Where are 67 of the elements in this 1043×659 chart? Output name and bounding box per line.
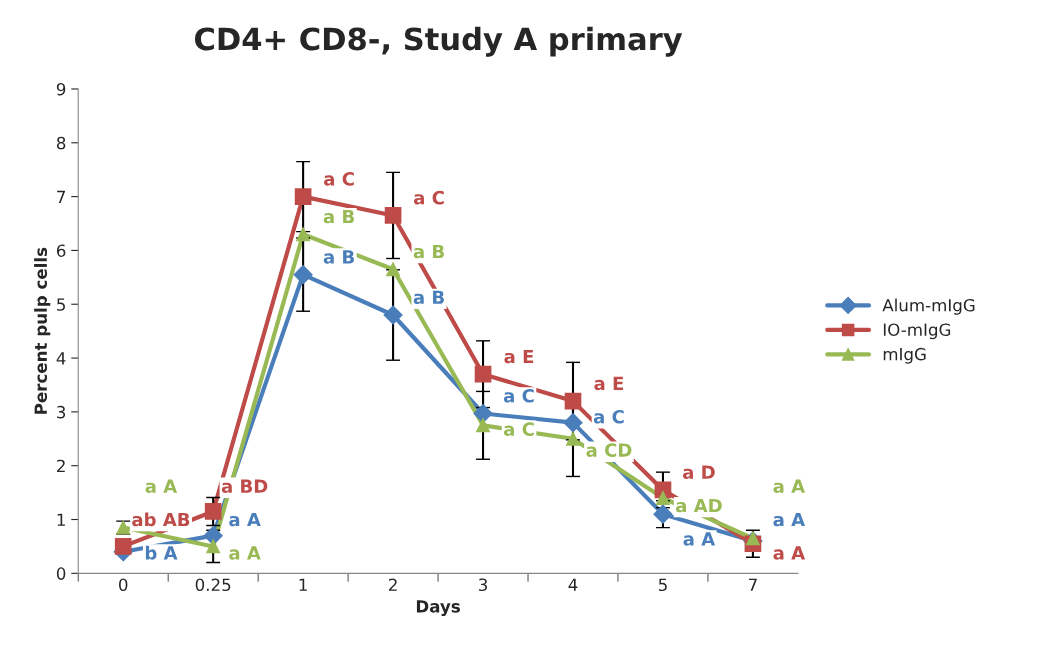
y-tick-label: 5: [57, 298, 65, 311]
data-label: a C: [324, 172, 354, 186]
y-tick-label: 3: [57, 405, 66, 419]
point: [656, 491, 670, 505]
data-label: a A: [229, 546, 261, 560]
y-tick-label: 8: [56, 136, 66, 150]
y-tick-label: 0: [56, 567, 66, 580]
point: [476, 418, 490, 433]
legend-label: mIgG: [883, 347, 926, 364]
y-tick-label: 4: [56, 352, 66, 365]
y-tick-label: 6: [56, 244, 66, 257]
data-label: b A: [145, 545, 178, 560]
x-tick-label: 5: [658, 578, 667, 592]
x-tick-label: 7: [748, 578, 757, 591]
data-label: a C: [413, 190, 444, 205]
point: [384, 207, 402, 224]
x-tick-label: 3: [479, 578, 488, 592]
data-label: a C: [593, 409, 624, 424]
point: [293, 265, 313, 285]
point: [203, 526, 223, 546]
point: [206, 539, 221, 554]
data-label: a CD: [586, 443, 632, 457]
y-tick-label: 1: [57, 513, 65, 526]
x-tick-label: 1: [299, 578, 307, 591]
data-label: ab AB: [132, 512, 190, 527]
data-label: a A: [145, 479, 178, 493]
data-label: a A: [773, 512, 806, 527]
x-tick-label: 2: [389, 578, 397, 591]
point: [745, 531, 760, 546]
point: [296, 227, 311, 242]
point: [474, 365, 492, 383]
data-label: a C: [503, 388, 534, 403]
point: [653, 504, 673, 524]
point: [386, 262, 401, 277]
data-label: a A: [773, 479, 806, 493]
point: [114, 538, 132, 555]
y-tick-label: 2: [57, 459, 65, 473]
data-label: a D: [682, 465, 715, 480]
x-tick-label: 0.25: [195, 578, 231, 592]
legend-label: Alum-mIgG: [882, 298, 975, 315]
x-axis-title: Days: [416, 600, 460, 617]
data-label: a E: [504, 349, 534, 364]
data-label: a A: [683, 532, 716, 546]
y-tick-label: 7: [57, 190, 65, 203]
point: [564, 392, 582, 410]
data-label: a E: [594, 376, 624, 391]
chart-title: CD4+ CD8-, Study A primary: [194, 26, 683, 57]
point: [383, 305, 403, 325]
data-label: a AD: [676, 498, 722, 513]
point: [473, 403, 493, 424]
point: [294, 188, 312, 205]
data-label: a A: [773, 546, 806, 560]
x-tick-label: 4: [568, 578, 578, 591]
y-tick-label: 9: [56, 82, 66, 96]
data-label: a BD: [221, 479, 268, 493]
data-label: a B: [323, 250, 354, 264]
x-tick-label: 0: [119, 578, 128, 592]
legend-label: IO-mIgG: [883, 323, 951, 340]
point: [204, 503, 222, 520]
data-label: a B: [413, 290, 444, 305]
point: [566, 431, 580, 446]
data-label: a B: [413, 244, 444, 259]
data-label: a A: [229, 512, 261, 527]
data-label: a C: [503, 422, 534, 436]
point: [563, 413, 583, 433]
y-axis-title: Percent pulp cells: [34, 247, 51, 414]
data-label: a B: [323, 209, 354, 224]
